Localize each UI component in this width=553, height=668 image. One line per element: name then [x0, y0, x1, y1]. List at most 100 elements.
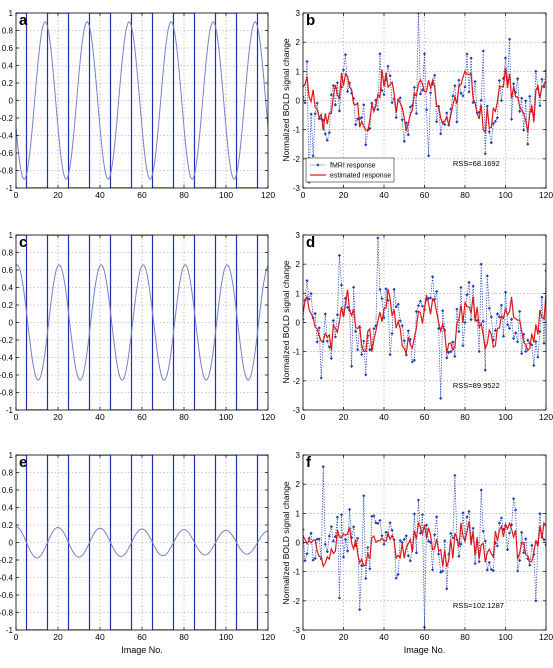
fmri-point [362, 494, 366, 498]
y-tick-label: -0.6 [0, 371, 14, 380]
fmri-point [530, 543, 534, 547]
fmri-point [544, 269, 546, 273]
fmri-point [329, 93, 333, 97]
fmri-point [313, 556, 317, 560]
fmri-point [339, 85, 344, 89]
fmri-point [333, 534, 337, 539]
fmri-point [471, 526, 475, 530]
rss-annotation: RSS=102.1287 [453, 601, 504, 610]
x-tick-label: 120 [539, 190, 553, 200]
y-tick-label: -0.8 [0, 389, 14, 398]
fmri-point [453, 354, 457, 359]
fmri-point [356, 348, 360, 352]
x-tick-label: 60 [137, 412, 147, 422]
fmri-point [416, 498, 421, 502]
fmri-point [303, 101, 307, 105]
fmri-point [394, 115, 398, 120]
fmri-point [374, 98, 378, 102]
fmri-point [536, 355, 540, 359]
fmri-point [463, 85, 467, 89]
fmri-point [408, 105, 412, 109]
y-tick-label: 0.4 [2, 62, 14, 71]
fmri-point [493, 119, 497, 123]
fmri-point [406, 329, 410, 333]
fmri-point [501, 76, 506, 81]
x-tick-label: 0 [301, 632, 306, 642]
y-tick-label: 1 [296, 67, 301, 76]
fmri-point [343, 52, 348, 57]
fmri-point [512, 336, 516, 341]
x-tick-label: 80 [460, 412, 470, 422]
y-tick-label: 0.4 [2, 504, 14, 513]
fmri-point [485, 104, 489, 108]
fmri-point [516, 569, 520, 573]
fmri-point [534, 69, 538, 73]
fmri-point [335, 313, 340, 317]
fmri-point [471, 100, 475, 105]
fmri-point [485, 274, 489, 278]
fmri-point [311, 154, 315, 158]
fmri-point [544, 543, 546, 547]
fmri-point [408, 337, 412, 341]
plot-area [303, 236, 546, 400]
fmri-point [378, 518, 382, 523]
fmri-point [459, 285, 463, 290]
fmri-point [400, 118, 404, 122]
fmri-point [358, 117, 362, 121]
x-tick-label: 0 [301, 412, 306, 422]
panel-label-d: d [306, 234, 315, 251]
y-tick-label: 0.6 [2, 486, 14, 495]
fmri-point [459, 542, 463, 546]
y-tick-label: 0 [296, 97, 301, 106]
y-tick-label: 0.8 [2, 469, 14, 478]
x-tick-label: 40 [379, 632, 389, 642]
panel-b: 0 20 40 60 80 100 120 -3 -2 -1 0 1 2 3 b RSS=68.1692 fMR… [281, 9, 553, 200]
x-tick-label: 120 [539, 412, 553, 422]
fmri-point [347, 81, 352, 85]
fmri-point [362, 103, 366, 107]
fmri-point [475, 318, 479, 323]
fmri-point [518, 309, 522, 313]
fmri-point [528, 341, 532, 345]
fmri-point [445, 587, 449, 591]
fmri-point [445, 356, 449, 360]
y-tick-label: 0.2 [2, 79, 14, 88]
fmri-point [433, 533, 437, 537]
fmri-point [477, 560, 481, 564]
fmri-point [451, 536, 455, 540]
fmri-point [352, 285, 356, 289]
fmri-point [337, 596, 342, 600]
panel-c: 0 20 40 60 80 100 120 -1 -0.8 -0.6 -0.4 -0.2 0 0.2 0.4… [0, 231, 275, 422]
fmri-point [528, 563, 532, 567]
y-tick-label: -3 [293, 626, 301, 635]
fmri-point [327, 131, 331, 135]
fmri-point [309, 292, 313, 296]
fmri-point [520, 96, 524, 100]
y-tick-label: 0.4 [2, 284, 14, 293]
fmri-point [441, 569, 445, 573]
y-tick-label: -0.2 [0, 336, 14, 345]
y-tick-label: 1 [9, 451, 14, 460]
fmri-point [374, 324, 378, 328]
fmri-point [331, 319, 335, 323]
fmri-point [388, 352, 392, 357]
fmri-point [319, 376, 323, 380]
fmri-point [542, 85, 546, 89]
fmri-point [445, 111, 449, 115]
fmri-point [426, 539, 431, 543]
fmri-point [469, 56, 473, 60]
fmri-point [457, 330, 461, 334]
fmri-point [362, 339, 366, 343]
y-tick-label: -1 [293, 568, 301, 577]
fmri-point [473, 561, 477, 566]
fmri-point [339, 283, 344, 287]
fmri-point [335, 515, 340, 519]
y-tick-label: -1 [293, 348, 301, 357]
fmri-point [443, 122, 447, 127]
fmri-point [530, 343, 534, 347]
fmri-point [303, 559, 307, 563]
fmri-point [307, 536, 311, 541]
fmri-point [400, 540, 404, 545]
fmri-point [469, 318, 473, 322]
